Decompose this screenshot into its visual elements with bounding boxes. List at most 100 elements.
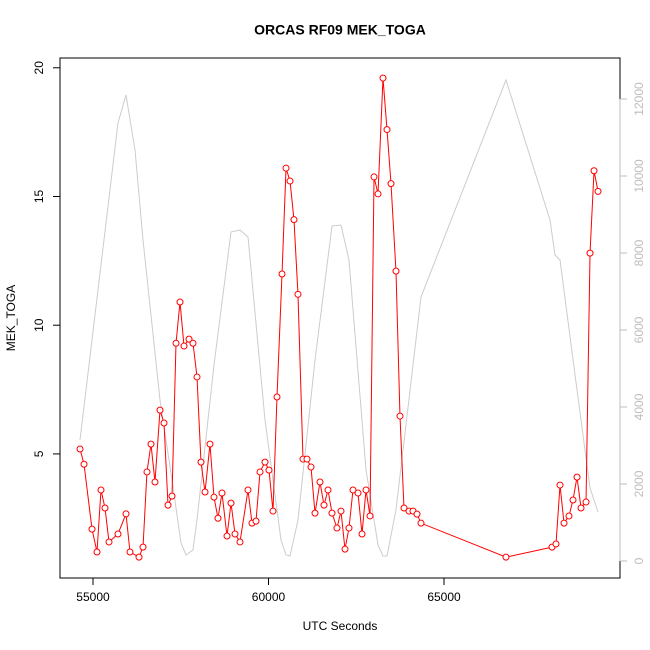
data-point — [370, 173, 378, 181]
data-point — [307, 463, 315, 471]
y2-tick-label: 8000 — [632, 239, 646, 266]
data-point — [210, 493, 218, 501]
data-point — [502, 553, 510, 561]
data-point — [387, 180, 395, 188]
y-tick-label: 5 — [32, 450, 46, 457]
x-axis-label: UTC Seconds — [303, 619, 378, 633]
data-point — [101, 504, 109, 512]
data-point — [316, 478, 324, 486]
y2-tick-label: 2000 — [632, 470, 646, 497]
data-point — [324, 486, 332, 494]
data-point — [303, 455, 311, 463]
data-point — [105, 538, 113, 546]
chart-title: ORCAS RF09 MEK_TOGA — [254, 22, 426, 38]
data-point — [586, 249, 594, 257]
data-point — [261, 458, 269, 466]
data-point — [577, 504, 585, 512]
data-point — [345, 524, 353, 532]
data-point — [358, 530, 366, 538]
data-point — [560, 519, 568, 527]
data-point — [252, 517, 260, 525]
data-point — [354, 489, 362, 497]
data-point — [320, 501, 328, 509]
y2-tick-label: 0 — [632, 557, 646, 564]
data-point — [176, 298, 184, 306]
data-point — [206, 440, 214, 448]
y-tick-label: 10 — [32, 318, 46, 332]
data-point — [156, 406, 164, 414]
data-point — [552, 540, 560, 548]
plot-frame — [59, 57, 621, 579]
data-point — [290, 216, 298, 224]
data-point — [573, 473, 581, 481]
data-point — [122, 510, 130, 518]
data-point — [189, 339, 197, 347]
data-point — [223, 532, 231, 540]
data-point — [341, 545, 349, 553]
data-point — [328, 509, 336, 517]
data-point — [256, 468, 264, 476]
data-point — [139, 543, 147, 551]
x-tick-label: 65000 — [427, 590, 461, 604]
x-tick-label: 60000 — [252, 590, 286, 604]
data-point — [333, 524, 341, 532]
data-point — [400, 504, 408, 512]
data-point — [76, 445, 84, 453]
y2-tick-label: 4000 — [632, 393, 646, 420]
data-point — [556, 481, 564, 489]
data-point — [147, 440, 155, 448]
data-point — [265, 466, 273, 474]
data-point — [282, 164, 290, 172]
data-point — [214, 514, 222, 522]
data-point — [114, 530, 122, 538]
data-point — [273, 393, 281, 401]
data-point — [349, 486, 357, 494]
data-point — [143, 468, 151, 476]
data-point — [126, 548, 134, 556]
data-point — [168, 492, 176, 500]
data-point — [151, 478, 159, 486]
data-point — [231, 530, 239, 538]
data-point — [383, 126, 391, 134]
data-point — [311, 509, 319, 517]
data-point — [362, 486, 370, 494]
data-point — [218, 489, 226, 497]
x-tick-label: 55000 — [76, 590, 110, 604]
data-point — [236, 538, 244, 546]
data-point — [374, 190, 382, 198]
data-point — [565, 512, 573, 520]
data-point — [93, 548, 101, 556]
data-point — [135, 553, 143, 561]
y2-tick-label: 6000 — [632, 316, 646, 343]
data-point — [396, 412, 404, 420]
y2-tick-label: 12000 — [632, 82, 646, 116]
data-point — [286, 177, 294, 185]
data-point — [366, 512, 374, 520]
data-point — [590, 167, 598, 175]
data-point — [337, 507, 345, 515]
data-point — [97, 486, 105, 494]
data-point — [88, 525, 96, 533]
data-point — [278, 270, 286, 278]
y-tick-label: 15 — [32, 190, 46, 204]
data-point — [160, 419, 168, 427]
data-point — [197, 458, 205, 466]
data-point — [244, 486, 252, 494]
data-point — [582, 498, 590, 506]
data-point — [379, 74, 387, 82]
data-point — [164, 501, 172, 509]
data-point — [80, 460, 88, 468]
data-point — [201, 488, 209, 496]
data-point — [269, 507, 277, 515]
data-point — [172, 339, 180, 347]
y-axis-label: MEK_TOGA — [4, 285, 18, 351]
data-point — [193, 373, 201, 381]
data-point — [180, 342, 188, 350]
data-point — [413, 510, 421, 518]
y2-tick-label: 10000 — [632, 159, 646, 193]
y-tick-label: 20 — [32, 61, 46, 75]
data-point — [392, 267, 400, 275]
data-point — [594, 187, 602, 195]
series-line — [79, 78, 599, 557]
